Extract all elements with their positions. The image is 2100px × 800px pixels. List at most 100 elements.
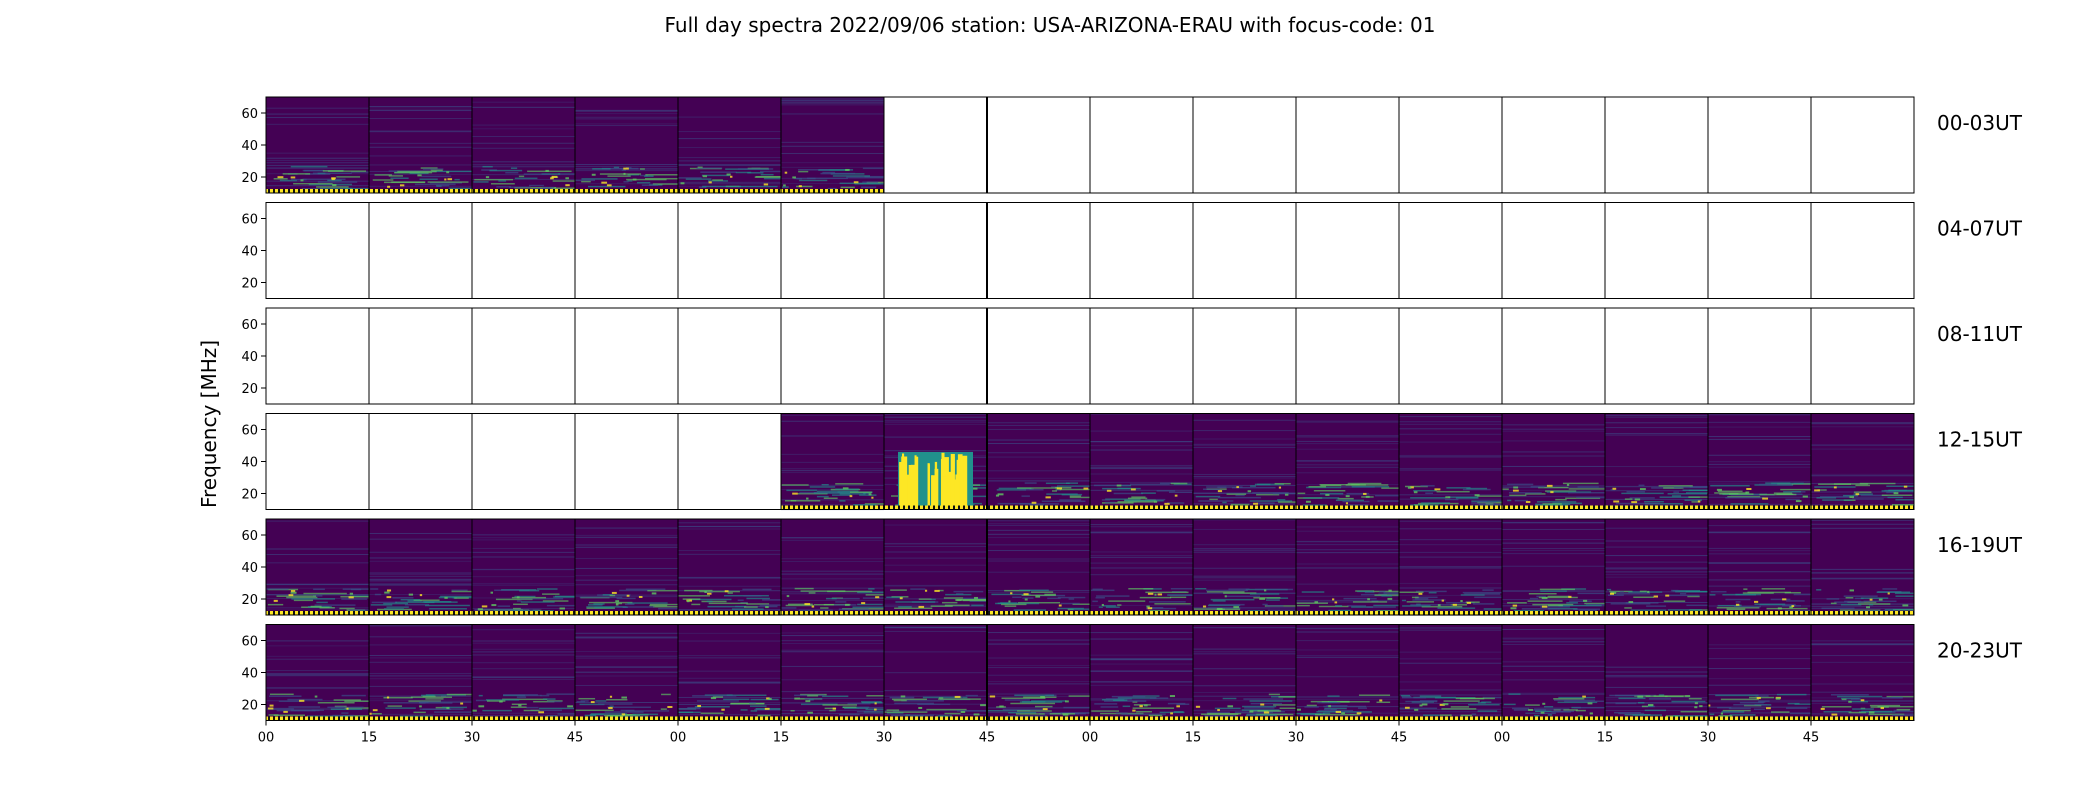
y-tick-label: 20 [241, 277, 258, 292]
y-tick-label: 20 [241, 171, 258, 186]
y-tick-label: 40 [241, 245, 258, 260]
x-tick-label: 00 [670, 731, 687, 746]
spectrum-panel [1708, 413, 1811, 510]
y-axis-label: Frequency [MHz] [197, 340, 221, 508]
spectrum-panel [1605, 624, 1708, 721]
spectrum-panel [1399, 519, 1502, 616]
y-tick-label: 60 [241, 213, 258, 228]
spectrum-panel [781, 624, 884, 721]
chart-title: Full day spectra 2022/09/06 station: USA… [665, 13, 1436, 37]
row-label: 08-11UT [1937, 322, 2023, 346]
spectrum-panel [1605, 519, 1708, 615]
x-tick-label: 00 [1494, 731, 1511, 746]
spectrum-panel [678, 624, 781, 721]
y-tick-label: 40 [241, 667, 258, 682]
spectrum-panel [266, 97, 369, 193]
spectrum-panel [369, 97, 472, 193]
spectrum-panel [1605, 413, 1708, 510]
spectrum-panel [1090, 519, 1193, 615]
spectrum-panel [472, 624, 575, 721]
spectra-row: 20 40 60 20-23UT [241, 624, 2023, 721]
y-tick-label: 20 [241, 593, 258, 608]
spectrum-panel [1193, 519, 1296, 615]
spectrum-panel [1193, 624, 1296, 721]
spectrum-panel [678, 519, 781, 616]
y-tick-label: 40 [241, 139, 258, 154]
spectrum-panel [884, 413, 987, 510]
y-tick-label: 60 [241, 318, 258, 333]
spectrum-panel [575, 97, 678, 193]
y-tick-label: 20 [241, 488, 258, 503]
y-tick-label: 20 [241, 382, 258, 397]
spectrum-panel [678, 97, 781, 193]
x-tick-label: 45 [1391, 731, 1408, 746]
spectrum-panel [1708, 519, 1811, 615]
spectrum-panel [1708, 624, 1811, 721]
x-tick-label: 30 [1288, 731, 1305, 746]
spectrum-panel [1296, 624, 1399, 721]
spectra-row: 20 40 60 04-07UT [241, 202, 2023, 299]
spectrum-panel [781, 519, 884, 615]
y-tick-label: 20 [241, 699, 258, 714]
x-tick-label: 30 [1700, 731, 1717, 746]
spectrum-panel [472, 519, 575, 615]
x-tick-label: 00 [258, 731, 275, 746]
row-label: 12-15UT [1937, 428, 2023, 452]
x-tick-label: 30 [876, 731, 893, 746]
x-tick-label: 45 [1803, 731, 1820, 746]
spectrum-panel [1502, 519, 1605, 615]
y-tick-label: 60 [241, 635, 258, 650]
spectrum-panel [1193, 413, 1296, 510]
spectrum-panel [1399, 624, 1502, 721]
x-tick-label: 30 [464, 731, 481, 746]
spectrum-panel [987, 519, 1090, 615]
y-tick-label: 40 [241, 350, 258, 365]
spectra-row: 20 40 60 12-15UT [241, 413, 2023, 511]
spectra-row: 20 40 60 16-19UT [241, 518, 2023, 616]
spectrum-panel [1502, 624, 1605, 721]
x-axis-ticks: 00 15 30 45 00 15 30 45 00 15 30 45 00 15 30 45 [258, 720, 1820, 746]
spectrum-panel [1811, 519, 1914, 615]
row-label: 20-23UT [1937, 639, 2023, 663]
y-tick-label: 60 [241, 424, 258, 439]
row-label: 00-03UT [1937, 111, 2023, 135]
row-label: 16-19UT [1937, 533, 2023, 557]
y-tick-label: 40 [241, 561, 258, 576]
spectrum-panel [1811, 624, 1914, 721]
spectrum-panel [1399, 413, 1502, 510]
spectra-row: 20 40 60 08-11UT [241, 307, 2023, 405]
spectrum-panel [575, 519, 678, 615]
spectrum-panel [987, 624, 1090, 721]
spectrum-panel [1296, 519, 1399, 615]
x-tick-label: 15 [773, 731, 790, 746]
spectrum-panel [472, 97, 575, 193]
spectrum-panel [369, 519, 472, 615]
x-tick-label: 45 [979, 731, 996, 746]
spectrum-panel [781, 97, 884, 193]
spectrum-panel [884, 519, 987, 615]
spectrum-panel [266, 519, 369, 616]
x-tick-label: 45 [567, 731, 584, 746]
spectrum-panel [1296, 413, 1399, 510]
spectrum-panel [1502, 413, 1605, 510]
y-tick-label: 60 [241, 529, 258, 544]
spectrum-panel [1090, 624, 1193, 721]
spectrum-panel [987, 413, 1090, 510]
spectrum-panel [884, 624, 987, 721]
y-tick-label: 60 [241, 107, 258, 122]
spectrum-panel [1811, 413, 1914, 510]
spectrum-panel [1090, 413, 1193, 510]
y-tick-label: 40 [241, 456, 258, 471]
spectrum-panel [369, 624, 472, 721]
row-label: 04-07UT [1937, 217, 2023, 241]
x-tick-label: 15 [1597, 731, 1614, 746]
spectrum-panel [266, 624, 369, 721]
x-tick-label: 15 [361, 731, 378, 746]
x-tick-label: 00 [1082, 731, 1099, 746]
x-tick-label: 15 [1185, 731, 1202, 746]
spectrum-panel [575, 624, 678, 721]
spectrum-panel [781, 413, 884, 511]
spectra-row: 20 40 60 00-03UT [241, 96, 2023, 194]
